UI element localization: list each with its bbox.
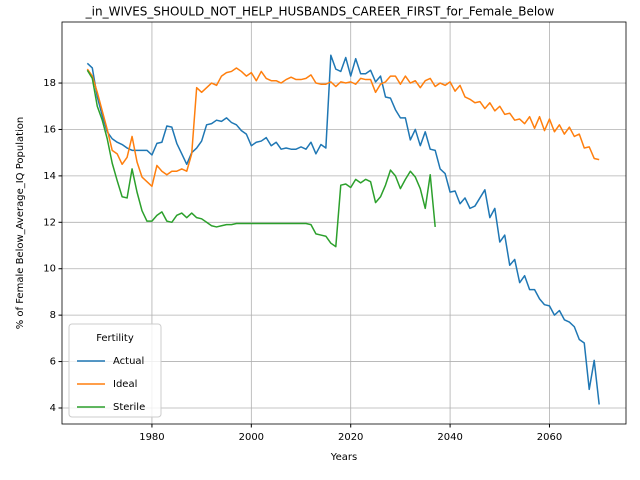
legend-label: Ideal — [113, 379, 137, 390]
x-axis-label: Years — [330, 452, 357, 463]
legend-box — [68, 323, 162, 418]
x-tick-label: 2060 — [537, 432, 562, 443]
x-tick-label: 2000 — [239, 432, 264, 443]
y-tick-label: 10 — [43, 264, 56, 275]
legend-title: Fertility — [96, 333, 134, 344]
y-tick-label: 4 — [50, 403, 56, 414]
y-tick-label: 6 — [50, 357, 56, 368]
legend-label: Sterile — [113, 402, 145, 413]
y-tick-label: 18 — [43, 78, 56, 89]
plot-frame — [61, 21, 627, 425]
series-line — [86, 54, 600, 405]
y-tick-label: 14 — [43, 171, 56, 182]
series-line — [86, 67, 600, 188]
x-tick-label: 1980 — [139, 432, 164, 443]
x-tick-label: 2020 — [338, 432, 363, 443]
chart-title: _in_WIVES_SHOULD_NOT_HELP_HUSBANDS_CAREE… — [85, 5, 555, 19]
series-line — [86, 69, 436, 248]
x-tick-label: 2040 — [437, 432, 462, 443]
y-axis-label: % of Female Below_Average_IQ Population — [15, 117, 26, 330]
y-tick-label: 16 — [43, 124, 56, 135]
y-tick-label: 12 — [43, 217, 56, 228]
y-tick-label: 8 — [50, 310, 56, 321]
legend-label: Actual — [113, 356, 144, 367]
